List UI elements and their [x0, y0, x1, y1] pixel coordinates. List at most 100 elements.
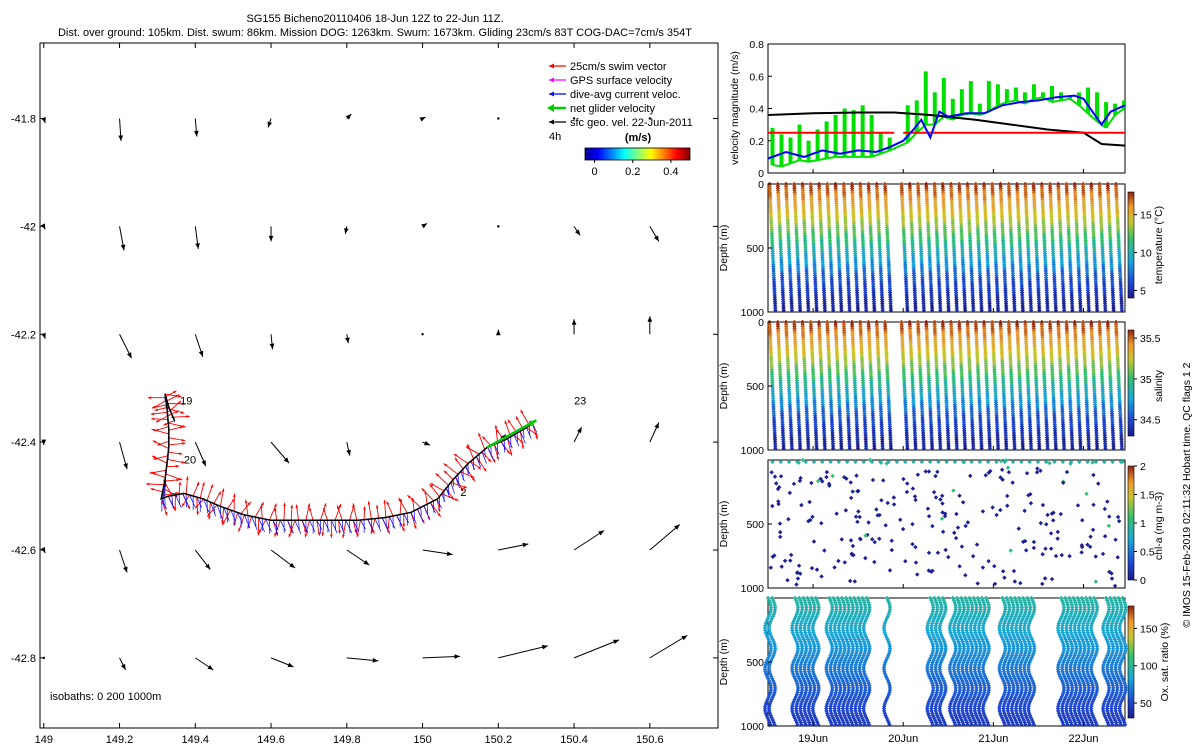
profile-point: [817, 194, 822, 200]
profile-point: [878, 268, 884, 274]
profile-point: [783, 181, 789, 187]
profile-point: [908, 205, 914, 211]
colorbar-tick-label: 0.4: [663, 166, 678, 178]
profile-point: [842, 201, 847, 206]
profile-point: [852, 236, 857, 241]
profile-point: [838, 301, 844, 306]
profile-point: [863, 297, 868, 302]
geo-vector: [270, 549, 296, 569]
current-vector: [420, 507, 422, 516]
profile-point: [771, 275, 777, 280]
profile-point: [904, 294, 909, 300]
profile-point: [786, 234, 791, 239]
profile-point: [859, 220, 865, 226]
profile-point: [767, 183, 772, 189]
swim-vector: [260, 504, 263, 519]
profile-point: [844, 249, 850, 254]
profile-point: [819, 231, 824, 237]
profile-point: [846, 294, 852, 300]
profile-point: [860, 240, 866, 245]
y-tick-label: 0.4: [749, 104, 764, 116]
profile-point: [825, 188, 830, 193]
profile-point: [825, 183, 830, 189]
profile-point: [820, 268, 826, 274]
profile-point: [768, 212, 774, 217]
profile-point: [818, 227, 824, 232]
net-velocity-link: [871, 152, 882, 158]
geo-vector: [194, 226, 200, 249]
profile-point: [786, 240, 791, 245]
profile-point: [835, 223, 840, 228]
profile-point: [796, 286, 802, 291]
profile-point: [858, 192, 863, 198]
current-vector: [294, 520, 302, 534]
profile-point: [804, 273, 809, 278]
swim-vector: [199, 482, 205, 499]
profile-point: [844, 238, 849, 243]
swim-vector: [465, 446, 480, 455]
profile-point: [770, 257, 776, 263]
x-tick-label: 150.2: [485, 734, 513, 746]
swim-vector: [295, 504, 299, 521]
profile-point: [876, 231, 882, 237]
profile-point: [797, 294, 802, 300]
net-velocity-link: [1051, 99, 1062, 104]
profile-point: [810, 218, 815, 224]
current-vector: [465, 466, 470, 475]
net-velocity-link: [889, 141, 909, 152]
profile-point: [795, 249, 800, 254]
profile-point: [829, 273, 834, 278]
colorbar-tick-label: 10: [1140, 248, 1152, 260]
profile-point: [858, 188, 863, 193]
profile-point: [775, 188, 781, 193]
current-vector: [161, 498, 167, 510]
profile-point: [787, 260, 792, 265]
profile-point: [883, 188, 888, 193]
current-vector: [287, 520, 294, 534]
geo-vector: [649, 634, 688, 659]
profile-point: [861, 247, 866, 252]
current-vector: [450, 482, 455, 494]
y-tick-label: 0: [758, 168, 764, 180]
swim-vector: [319, 503, 327, 521]
profile-point: [861, 260, 867, 265]
isobath-note: isobaths: 0 200 1000m: [50, 691, 161, 703]
profile-point: [851, 214, 856, 219]
profile-point: [878, 264, 883, 269]
profile-point: [871, 286, 876, 291]
velocity-colorbar: [584, 147, 691, 161]
profile-point: [786, 249, 792, 254]
profile-point: [813, 281, 818, 287]
profile-point: [796, 268, 801, 274]
profile-point: [822, 308, 828, 313]
profile-point: [903, 279, 909, 285]
profile-point: [788, 279, 793, 285]
profile-point: [854, 288, 860, 293]
profile-point: [905, 305, 910, 311]
map-axis-ticks: 149 149.2 149.4 149.6 149.8 150 150.2 150.4 150.…: [11, 43, 718, 746]
current-vector: [476, 456, 482, 468]
swim-vector: [453, 453, 469, 465]
swim-vector: [367, 501, 372, 520]
current-vector: [352, 520, 359, 532]
current-vector: [523, 429, 525, 439]
geo-vector: [346, 549, 370, 566]
current-vector: [385, 517, 387, 528]
current-vector: [484, 449, 486, 458]
profile-point: [802, 225, 807, 230]
current-vector: [338, 520, 345, 534]
swim-vector: [435, 473, 449, 486]
profile-point: [811, 251, 817, 256]
geo-vector: [648, 117, 652, 120]
geo-vector: [267, 118, 273, 128]
swim-vector: [151, 428, 169, 435]
swim-vector: [330, 520, 333, 538]
profile-point: [816, 181, 822, 187]
profile-point: [827, 231, 832, 237]
current-vector: [272, 520, 279, 531]
profile-point: [846, 284, 851, 289]
current-vector: [389, 516, 396, 529]
colorbar-tick-label: 15: [1140, 210, 1152, 222]
profile-point: [803, 244, 808, 250]
current-vector: [258, 517, 265, 532]
